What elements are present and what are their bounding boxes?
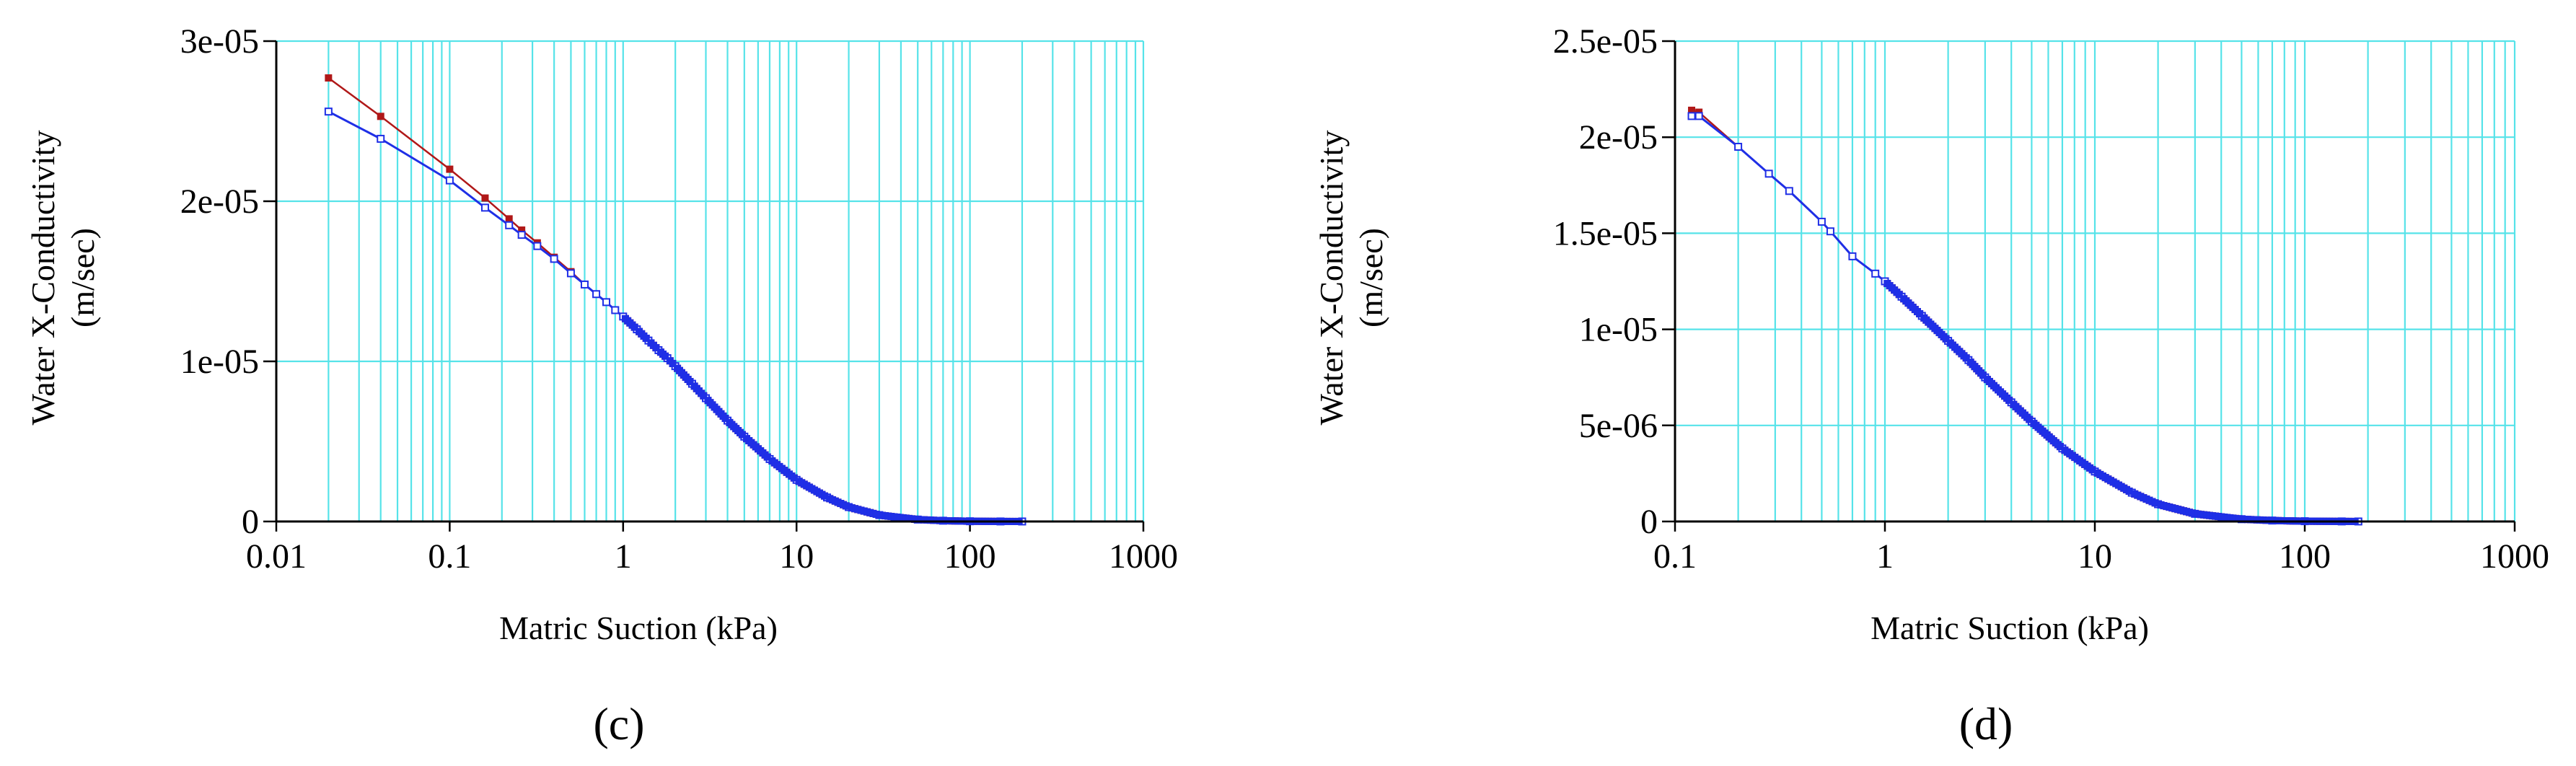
grid	[275, 40, 1145, 523]
x-tick-label: 1	[615, 537, 632, 576]
data-point-series-2	[1734, 143, 1743, 151]
data-point-series-2	[2005, 396, 2013, 404]
data-point-series-2	[1871, 269, 1880, 278]
panel-label: (d)	[1959, 698, 2013, 749]
chart-panel-d: 0 5e-06 1e-05 1.5e-05 2e-05 2.5e-05 0.1 1 10 100 1…	[1288, 0, 2576, 766]
x-tick-label: 10	[779, 537, 814, 576]
data-point-series-1	[481, 194, 489, 202]
data-point-series-2	[669, 359, 677, 367]
data-point-series-2	[550, 255, 558, 263]
data-point-series-2	[1785, 187, 1793, 195]
data-point-series-2	[700, 392, 708, 400]
chart-panel-c: 0 1e-05 2e-05 3e-05 0.01 0.1 1 10 100 1000 Water …	[25, 22, 1178, 749]
x-tick-label: 10	[2078, 537, 2112, 576]
y-tick-label: 2.5e-05	[1553, 22, 1658, 61]
data-point-series-2	[517, 231, 526, 239]
data-point-series-2	[642, 335, 650, 343]
data-point-series-2	[580, 280, 589, 289]
x-axis-label: Matric Suction (kPa)	[1871, 609, 2149, 646]
data-point-series-2	[872, 511, 880, 519]
data-point-series-2	[324, 107, 333, 116]
y-axis-label-line-2: (m/sec)	[64, 228, 101, 327]
data-point-series-2	[1764, 170, 1773, 178]
data-point-series-2	[1848, 252, 1857, 260]
data-point-series-1	[377, 113, 384, 120]
data-point-series-2	[566, 269, 575, 278]
data-point-series-2	[1979, 371, 1987, 379]
data-point-series-2	[1687, 112, 1696, 120]
data-point-series-2	[533, 242, 542, 250]
data-point-series-2	[2056, 443, 2064, 451]
data-point-series-2	[661, 352, 669, 360]
data-point-series-2	[1817, 217, 1826, 226]
y-tick-label: 3e-05	[180, 22, 259, 61]
series-group	[324, 74, 1027, 526]
data-point-series-2	[1826, 227, 1834, 236]
data-point-series-2	[602, 298, 611, 307]
data-point-series-2	[1916, 309, 1924, 317]
data-point-series-2	[721, 415, 729, 423]
data-point-series-2	[480, 203, 489, 212]
axis-ticks: 0 5e-06 1e-05 1.5e-05 2e-05 2.5e-05 0.1 1 10 100 1…	[1553, 22, 2549, 576]
data-point-series-2	[592, 290, 601, 299]
x-tick-label: 100	[944, 537, 996, 576]
x-tick-label: 100	[2279, 537, 2331, 576]
axes	[1674, 41, 2515, 523]
series-group	[1687, 106, 2362, 526]
y-tick-label: 2e-05	[180, 182, 259, 221]
y-tick-label: 5e-06	[1579, 407, 1658, 445]
panel-label: (c)	[593, 698, 644, 749]
data-point-series-2	[630, 323, 638, 331]
x-tick-label: 0.1	[1653, 537, 1697, 576]
data-point-series-2	[1942, 335, 1950, 343]
data-point-series-1	[505, 215, 513, 223]
data-point-series-2	[1962, 354, 1970, 362]
y-tick-label: 0	[242, 503, 259, 541]
axis-ticks: 0 1e-05 2e-05 3e-05 0.01 0.1 1 10 100 1000	[180, 22, 1178, 576]
y-axis-label-line-2: (m/sec)	[1353, 228, 1389, 327]
x-axis-label: Matric Suction (kPa)	[499, 609, 778, 646]
x-tick-label: 1000	[2480, 537, 2549, 576]
grid	[1674, 40, 2516, 523]
y-tick-label: 1e-05	[1579, 311, 1658, 349]
y-tick-label: 0	[1640, 503, 1658, 541]
data-point-series-2	[1694, 112, 1703, 120]
data-point-series-2	[2026, 415, 2034, 423]
data-point-series-2	[1895, 291, 1903, 299]
x-tick-label: 1	[1876, 537, 1894, 576]
data-point-series-2	[686, 378, 694, 386]
y-axis-label-line-1: Water X-Conductivity	[25, 131, 61, 426]
chart-d: 0 5e-06 1e-05 1.5e-05 2e-05 2.5e-05 0.1 1 10 100 1…	[1313, 22, 2549, 749]
x-tick-label: 0.01	[246, 537, 307, 576]
y-tick-label: 2e-05	[1579, 118, 1658, 157]
data-point-series-2	[377, 134, 385, 143]
x-tick-label: 0.1	[428, 537, 471, 576]
data-point-series-2	[611, 306, 620, 314]
data-point-series-1	[446, 165, 454, 173]
data-point-series-2	[2265, 516, 2273, 524]
data-point-series-2	[445, 176, 454, 185]
data-point-series-1	[325, 74, 333, 82]
x-tick-label: 1000	[1109, 537, 1178, 576]
data-point-series-2	[652, 344, 660, 352]
y-tick-label: 1.5e-05	[1553, 214, 1658, 252]
y-tick-label: 1e-05	[180, 343, 259, 381]
data-point-series-2	[738, 431, 746, 439]
axes	[275, 41, 1143, 523]
data-point-series-2	[505, 221, 514, 229]
data-point-series-2	[763, 453, 771, 461]
chart-c: 0 1e-05 2e-05 3e-05 0.01 0.1 1 10 100 1000 Water …	[25, 22, 1178, 749]
y-axis-label-line-1: Water X-Conductivity	[1313, 131, 1350, 426]
